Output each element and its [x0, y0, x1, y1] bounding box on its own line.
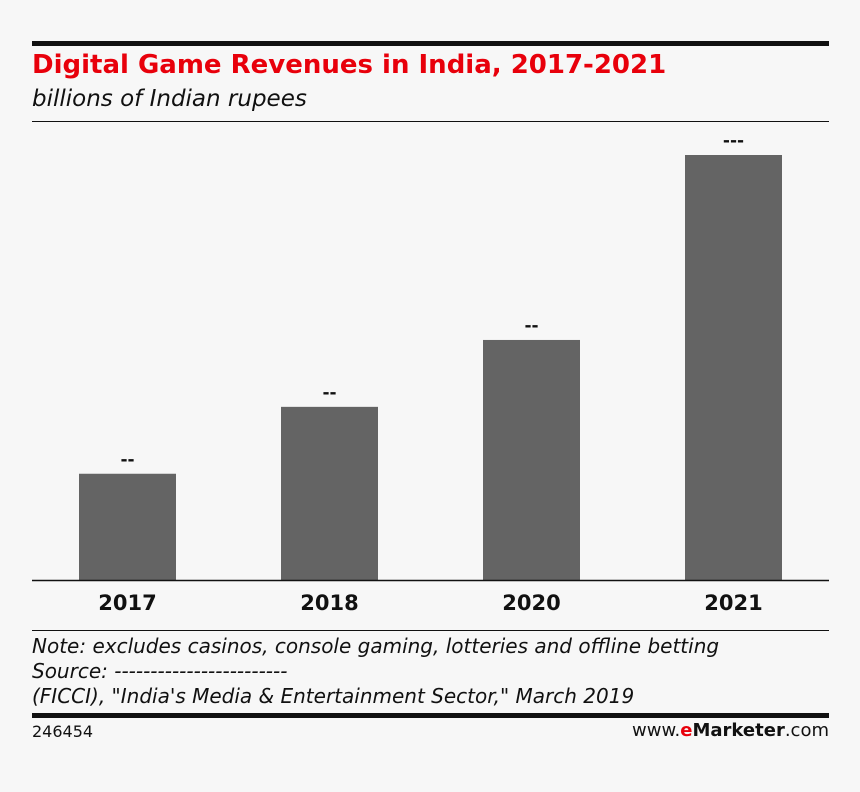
chart-id: 246454 — [32, 722, 94, 741]
data-label: -- — [120, 450, 134, 470]
x-tick-label: 2021 — [704, 591, 762, 615]
chart-title: Digital Game Revenues in India, 2017-202… — [32, 50, 667, 80]
brand-marketer: Marketer — [692, 720, 785, 741]
source-citation: (FICCI), "India's Media & Entertainment … — [32, 684, 635, 708]
data-label: --- — [723, 131, 744, 151]
bar-2020 — [483, 339, 580, 580]
bar-2017 — [79, 473, 176, 580]
bottom-rule — [32, 713, 829, 718]
bar-2021 — [685, 155, 782, 580]
emarketer-link[interactable]: www.eMarketer.com — [632, 720, 829, 741]
brand-suffix: .com — [784, 720, 829, 741]
chart-subtitle: billions of Indian rupees — [32, 86, 307, 112]
bar-2018 — [281, 406, 378, 580]
note-text: Note: excludes casinos, console gaming, … — [32, 634, 720, 658]
footer-divider — [32, 630, 829, 631]
x-tick-label: 2017 — [98, 591, 156, 615]
data-label: -- — [322, 383, 336, 403]
header-divider — [32, 121, 829, 122]
brand-prefix: www. — [632, 720, 681, 741]
brand-e: e — [680, 720, 693, 741]
source-text: Source: ------------------------ — [32, 659, 288, 683]
top-rule — [32, 41, 829, 46]
x-tick-label: 2018 — [300, 591, 358, 615]
data-label: -- — [524, 316, 538, 336]
bar-chart: -- 2017 -- 2018 -- 2020 --- 2021 — [32, 131, 829, 615]
x-tick-label: 2020 — [502, 591, 560, 615]
